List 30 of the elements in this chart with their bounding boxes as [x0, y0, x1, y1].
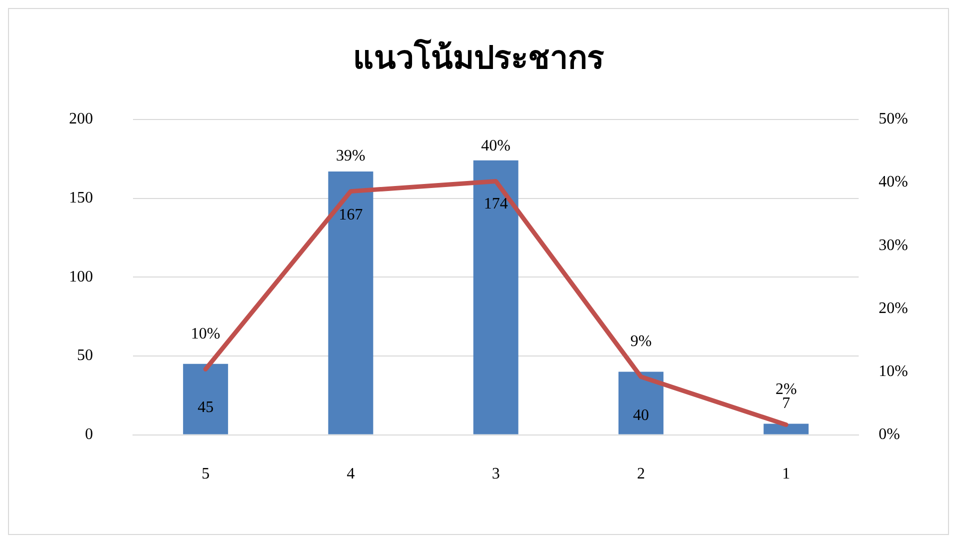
y-tick-label: 150: [69, 189, 93, 206]
y-tick-label: 50: [77, 347, 93, 364]
y-tick-label: 200: [69, 110, 93, 128]
y2-tick-label: 10%: [878, 362, 908, 380]
bar: [473, 160, 518, 434]
bar: [764, 424, 809, 434]
bar: [328, 171, 374, 434]
data-label: 167: [338, 206, 363, 224]
data-label: 39%: [336, 148, 366, 165]
y2-tick-label: 40%: [878, 174, 908, 191]
y2-tick-label: 50%: [878, 110, 908, 128]
x-tick-label: 2: [636, 466, 645, 483]
data-label: 40: [632, 406, 649, 424]
data-label: 9%: [630, 332, 652, 350]
bar: [183, 364, 228, 434]
x-tick-label: 1: [782, 466, 790, 483]
data-label: 40%: [481, 137, 510, 154]
x-tick-label: 3: [492, 466, 500, 483]
x-tick-label: 4: [346, 466, 355, 483]
y2-tick-label: 20%: [878, 300, 908, 317]
y-tick-label: 100: [69, 268, 93, 286]
bar: [618, 372, 664, 434]
data-label: 10%: [190, 325, 220, 342]
data-label: 174: [484, 196, 508, 213]
data-label: 45: [198, 399, 214, 416]
y-tick-label: 0: [85, 426, 93, 444]
chart-title: แนวโน้มประชากร: [353, 38, 604, 76]
y2-tick-label: 0%: [878, 426, 900, 444]
x-tick-label: 5: [202, 466, 210, 483]
y2-tick-label: 30%: [878, 236, 908, 254]
